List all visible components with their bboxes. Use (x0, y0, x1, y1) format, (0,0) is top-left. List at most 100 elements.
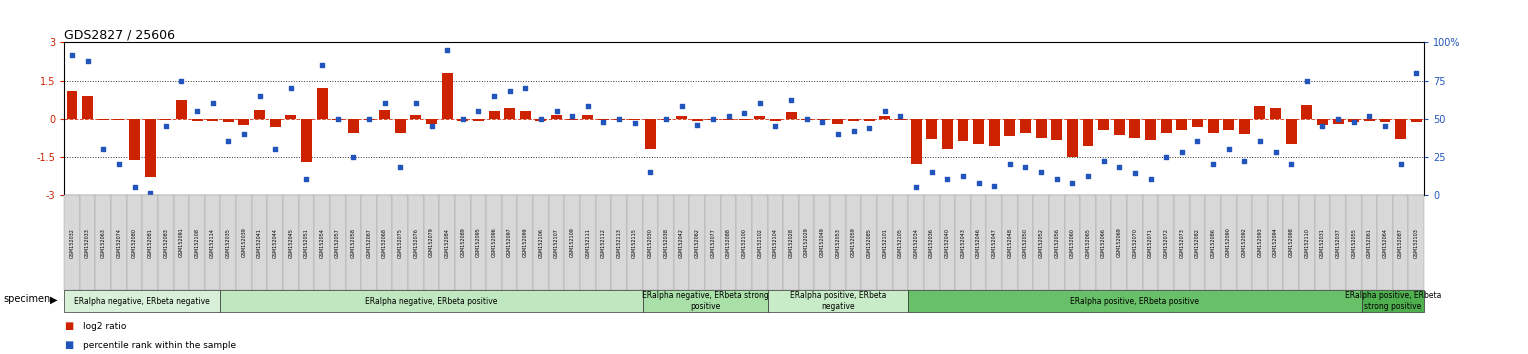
Bar (1080, 195, 1096, 291)
Point (544, 108, 568, 114)
Bar (973, 119, 984, 144)
Bar (426, 119, 437, 124)
Bar (1192, 119, 1203, 127)
Bar (533, 195, 549, 291)
Point (122, 184, 147, 190)
Point (559, 113, 584, 118)
Bar (457, 119, 468, 121)
Bar (784, 195, 799, 291)
Bar (394, 119, 406, 132)
Bar (1128, 195, 1143, 291)
Bar (1206, 195, 1221, 291)
Bar (692, 119, 703, 121)
Bar (926, 119, 937, 139)
Text: GSM152108: GSM152108 (194, 228, 200, 257)
Text: GSM152035: GSM152035 (226, 228, 231, 257)
Bar (1036, 119, 1047, 138)
Text: GSM152057: GSM152057 (335, 228, 341, 257)
Point (341, 154, 365, 159)
Bar (1377, 195, 1394, 291)
Bar (1144, 119, 1157, 140)
Point (1279, 161, 1303, 167)
Bar (895, 119, 906, 120)
Bar (738, 119, 750, 120)
Text: GSM152086: GSM152086 (1210, 228, 1216, 257)
Bar (208, 119, 219, 121)
Text: GSM152111: GSM152111 (585, 228, 590, 257)
Point (232, 131, 257, 137)
Text: GSM152034: GSM152034 (914, 228, 918, 257)
Point (138, 190, 162, 196)
Bar (128, 119, 141, 160)
Point (669, 104, 694, 109)
Text: GSM152054: GSM152054 (319, 228, 324, 257)
Point (747, 101, 772, 106)
Bar (348, 119, 359, 132)
Bar (301, 119, 312, 162)
Text: GSM152031: GSM152031 (1320, 228, 1325, 257)
Point (1342, 119, 1366, 125)
Text: GSM152103: GSM152103 (1413, 228, 1420, 257)
Text: GSM152109: GSM152109 (570, 228, 575, 257)
Text: GSM152066: GSM152066 (1102, 228, 1106, 257)
Bar (940, 195, 955, 291)
Point (153, 124, 177, 129)
Text: GSM152046: GSM152046 (976, 228, 981, 257)
Bar (1299, 195, 1314, 291)
Point (1311, 124, 1335, 129)
Bar (411, 115, 422, 119)
Bar (237, 195, 252, 291)
Point (1154, 154, 1178, 159)
Text: GSM152056: GSM152056 (1054, 228, 1059, 257)
Bar (345, 195, 361, 291)
Text: GSM152099: GSM152099 (523, 228, 527, 257)
Point (888, 113, 912, 118)
Point (966, 180, 990, 185)
Bar (1365, 119, 1375, 121)
Bar (1332, 119, 1343, 124)
Text: ▶: ▶ (50, 295, 58, 304)
Bar (535, 119, 547, 121)
Point (1326, 116, 1351, 121)
Text: GSM152095: GSM152095 (475, 228, 481, 257)
Bar (1394, 195, 1409, 291)
Point (872, 108, 897, 114)
Bar (1067, 119, 1077, 156)
Bar (567, 119, 578, 120)
Text: GSM152083: GSM152083 (163, 228, 168, 257)
Point (513, 85, 538, 91)
Text: GSM152101: GSM152101 (882, 228, 888, 257)
Bar (160, 119, 171, 120)
Text: GSM152067: GSM152067 (367, 228, 371, 257)
Point (60, 52, 84, 57)
Text: GSM152098: GSM152098 (1288, 228, 1294, 257)
Text: GSM152049: GSM152049 (821, 228, 825, 257)
Bar (1177, 119, 1187, 130)
Bar (1161, 119, 1172, 132)
Bar (191, 119, 203, 121)
Bar (552, 115, 562, 119)
Bar (892, 195, 908, 291)
Bar (332, 119, 344, 120)
Bar (112, 195, 127, 291)
Bar (270, 119, 281, 127)
Point (1201, 161, 1225, 167)
Bar (767, 291, 908, 312)
Point (920, 169, 944, 175)
Bar (924, 195, 940, 291)
Bar (142, 195, 157, 291)
Bar (286, 115, 296, 119)
Bar (315, 195, 330, 291)
Text: GSM152032: GSM152032 (69, 228, 75, 257)
Text: GSM152081: GSM152081 (148, 228, 153, 257)
Bar (127, 195, 142, 291)
Bar (361, 195, 377, 291)
Text: GSM152114: GSM152114 (211, 228, 215, 257)
Text: ERalpha positive, ERbeta
negative: ERalpha positive, ERbeta negative (790, 291, 886, 311)
Text: GSM152055: GSM152055 (1351, 228, 1357, 257)
Text: GSM152045: GSM152045 (289, 228, 293, 257)
Text: GSM152068: GSM152068 (382, 228, 387, 257)
Bar (785, 112, 796, 119)
Text: GSM152071: GSM152071 (1148, 228, 1154, 257)
Text: GSM152080: GSM152080 (131, 228, 138, 257)
